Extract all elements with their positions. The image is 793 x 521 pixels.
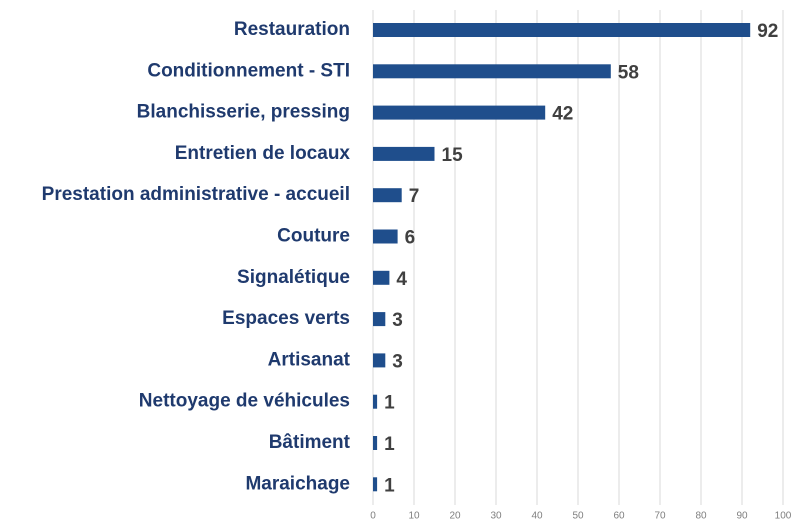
value-label: 1: [384, 393, 395, 414]
bar: [373, 477, 378, 492]
x-tick-label: 20: [449, 511, 461, 521]
bar: [373, 353, 386, 368]
y-tick-label: Maraichage: [245, 473, 350, 494]
y-tick-label: Bâtiment: [269, 432, 351, 453]
bar: [373, 436, 378, 450]
value-label: 15: [442, 145, 464, 166]
y-tick-label: Artisanat: [268, 349, 351, 370]
x-tick-label: 50: [572, 511, 584, 521]
bar: [373, 270, 390, 285]
value-label: 1: [384, 475, 395, 496]
value-label: 3: [392, 310, 403, 331]
value-label: 1: [384, 434, 395, 455]
value-label: 6: [405, 228, 416, 249]
bar: [373, 394, 378, 409]
x-tick-label: 0: [370, 511, 376, 521]
y-tick-label: Signalétique: [237, 267, 350, 288]
x-tick-label: 10: [408, 511, 420, 521]
bar: [373, 105, 546, 120]
x-tick-label: 100: [775, 511, 792, 521]
value-label: 4: [396, 269, 407, 290]
x-tick-label: 70: [654, 511, 666, 521]
y-tick-label: Conditionnement - STI: [147, 60, 350, 81]
y-tick-label: Entretien de locaux: [175, 143, 351, 164]
x-tick-label: 60: [613, 511, 625, 521]
x-tick-label: 30: [490, 511, 502, 521]
y-tick-label: Espaces verts: [222, 308, 350, 329]
value-label: 58: [618, 62, 639, 83]
x-tick-label: 90: [736, 511, 748, 521]
x-tick-label: 40: [531, 511, 543, 521]
bar: [373, 312, 386, 327]
bar: [373, 229, 398, 244]
bar: [373, 64, 611, 79]
x-tick-label: 80: [695, 511, 707, 521]
value-label: 92: [757, 21, 778, 42]
y-tick-label: Couture: [277, 226, 350, 247]
y-tick-label: Nettoyage de véhicules: [139, 391, 350, 412]
bar: [373, 146, 435, 161]
value-label: 42: [552, 104, 573, 125]
value-label: 7: [409, 186, 420, 207]
value-label: 3: [392, 351, 403, 372]
bar: [373, 188, 402, 203]
bar: [373, 23, 751, 37]
y-tick-label: Prestation administrative - accueil: [42, 184, 350, 205]
y-tick-label: Restauration: [234, 19, 350, 40]
y-tick-label: Blanchisserie, pressing: [137, 102, 350, 123]
